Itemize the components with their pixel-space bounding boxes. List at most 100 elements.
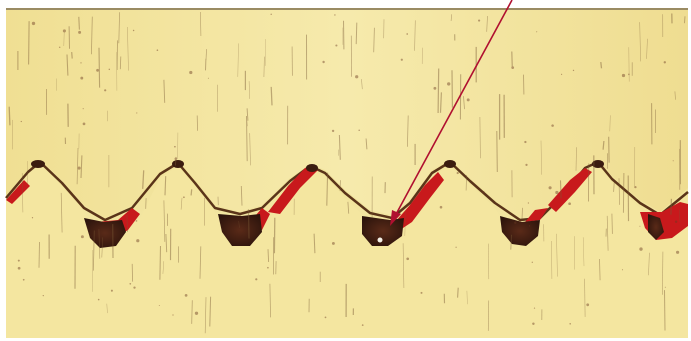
streak <box>648 252 650 276</box>
speck <box>621 269 624 271</box>
speck <box>466 98 470 102</box>
streak <box>60 192 63 233</box>
deposit-in-valley-2 <box>218 214 262 246</box>
streak <box>338 134 341 160</box>
streak <box>373 27 375 53</box>
speck <box>189 70 193 75</box>
streak <box>457 287 459 298</box>
streak <box>249 133 251 166</box>
speck <box>136 239 140 243</box>
streak <box>159 245 162 280</box>
streak <box>439 92 442 113</box>
speck <box>156 49 159 52</box>
streak <box>92 230 95 271</box>
streak <box>313 233 316 254</box>
speck <box>20 120 22 123</box>
streak <box>496 130 498 173</box>
speck <box>97 298 100 301</box>
lower-material <box>6 165 688 338</box>
streak <box>263 56 265 78</box>
speck <box>447 82 451 86</box>
streak <box>205 49 207 60</box>
speck <box>406 257 410 261</box>
speck <box>80 76 84 80</box>
speck <box>82 108 84 110</box>
streak <box>163 79 166 103</box>
speck <box>58 46 61 49</box>
speck <box>628 73 630 76</box>
streak <box>361 79 363 90</box>
streak <box>98 47 101 88</box>
speck <box>568 202 571 206</box>
streak <box>486 15 488 32</box>
streak <box>622 172 625 213</box>
streak <box>437 68 440 114</box>
streak <box>164 176 167 196</box>
speck <box>525 163 528 167</box>
streak <box>670 198 673 215</box>
streak <box>200 11 202 37</box>
speck <box>551 124 554 127</box>
surface-texture <box>8 11 686 334</box>
streak <box>191 300 193 324</box>
streak <box>78 16 80 30</box>
streak <box>559 180 562 199</box>
speck <box>664 286 666 288</box>
deposit-in-valley-3 <box>362 216 404 246</box>
speck <box>358 129 360 131</box>
streak <box>599 258 601 281</box>
speck <box>42 294 44 297</box>
streak <box>21 173 24 213</box>
speck <box>129 282 132 285</box>
speck <box>172 314 174 316</box>
streak <box>246 108 249 121</box>
speck <box>22 278 25 281</box>
streak <box>540 140 542 175</box>
streak <box>402 243 405 289</box>
speck <box>527 202 530 204</box>
streak <box>414 20 416 51</box>
speck <box>456 171 459 175</box>
streak <box>119 56 122 70</box>
deposit-in-valley-4 <box>500 216 540 246</box>
speck <box>322 60 325 64</box>
streak <box>465 175 467 191</box>
streak <box>238 220 240 228</box>
streak <box>618 178 620 205</box>
streak <box>80 155 83 179</box>
streak <box>407 115 409 147</box>
streak <box>450 14 453 22</box>
streak <box>142 170 145 189</box>
streak <box>204 297 207 334</box>
speck <box>561 73 563 75</box>
speck <box>80 235 84 239</box>
streak <box>165 233 168 253</box>
speck <box>108 68 111 71</box>
speck <box>548 186 552 190</box>
speck <box>400 58 403 61</box>
speck <box>639 247 643 251</box>
streak <box>556 233 558 277</box>
streak <box>8 106 11 126</box>
streak <box>606 215 609 251</box>
speck <box>676 250 680 254</box>
speck <box>511 66 515 69</box>
streak <box>684 16 686 24</box>
speck <box>31 217 34 219</box>
streak <box>106 303 108 314</box>
streak <box>66 54 69 76</box>
speck <box>433 86 437 90</box>
speck <box>82 122 86 126</box>
speck <box>207 77 209 79</box>
streak <box>71 52 73 59</box>
speck <box>572 69 575 72</box>
streak <box>240 185 243 206</box>
streak <box>466 290 468 305</box>
streak <box>247 209 250 239</box>
speck <box>183 196 185 199</box>
streak <box>463 96 465 110</box>
streak <box>127 26 129 71</box>
speck <box>663 61 666 64</box>
deposit-in-valley-5 <box>648 214 664 240</box>
speck <box>674 220 678 224</box>
